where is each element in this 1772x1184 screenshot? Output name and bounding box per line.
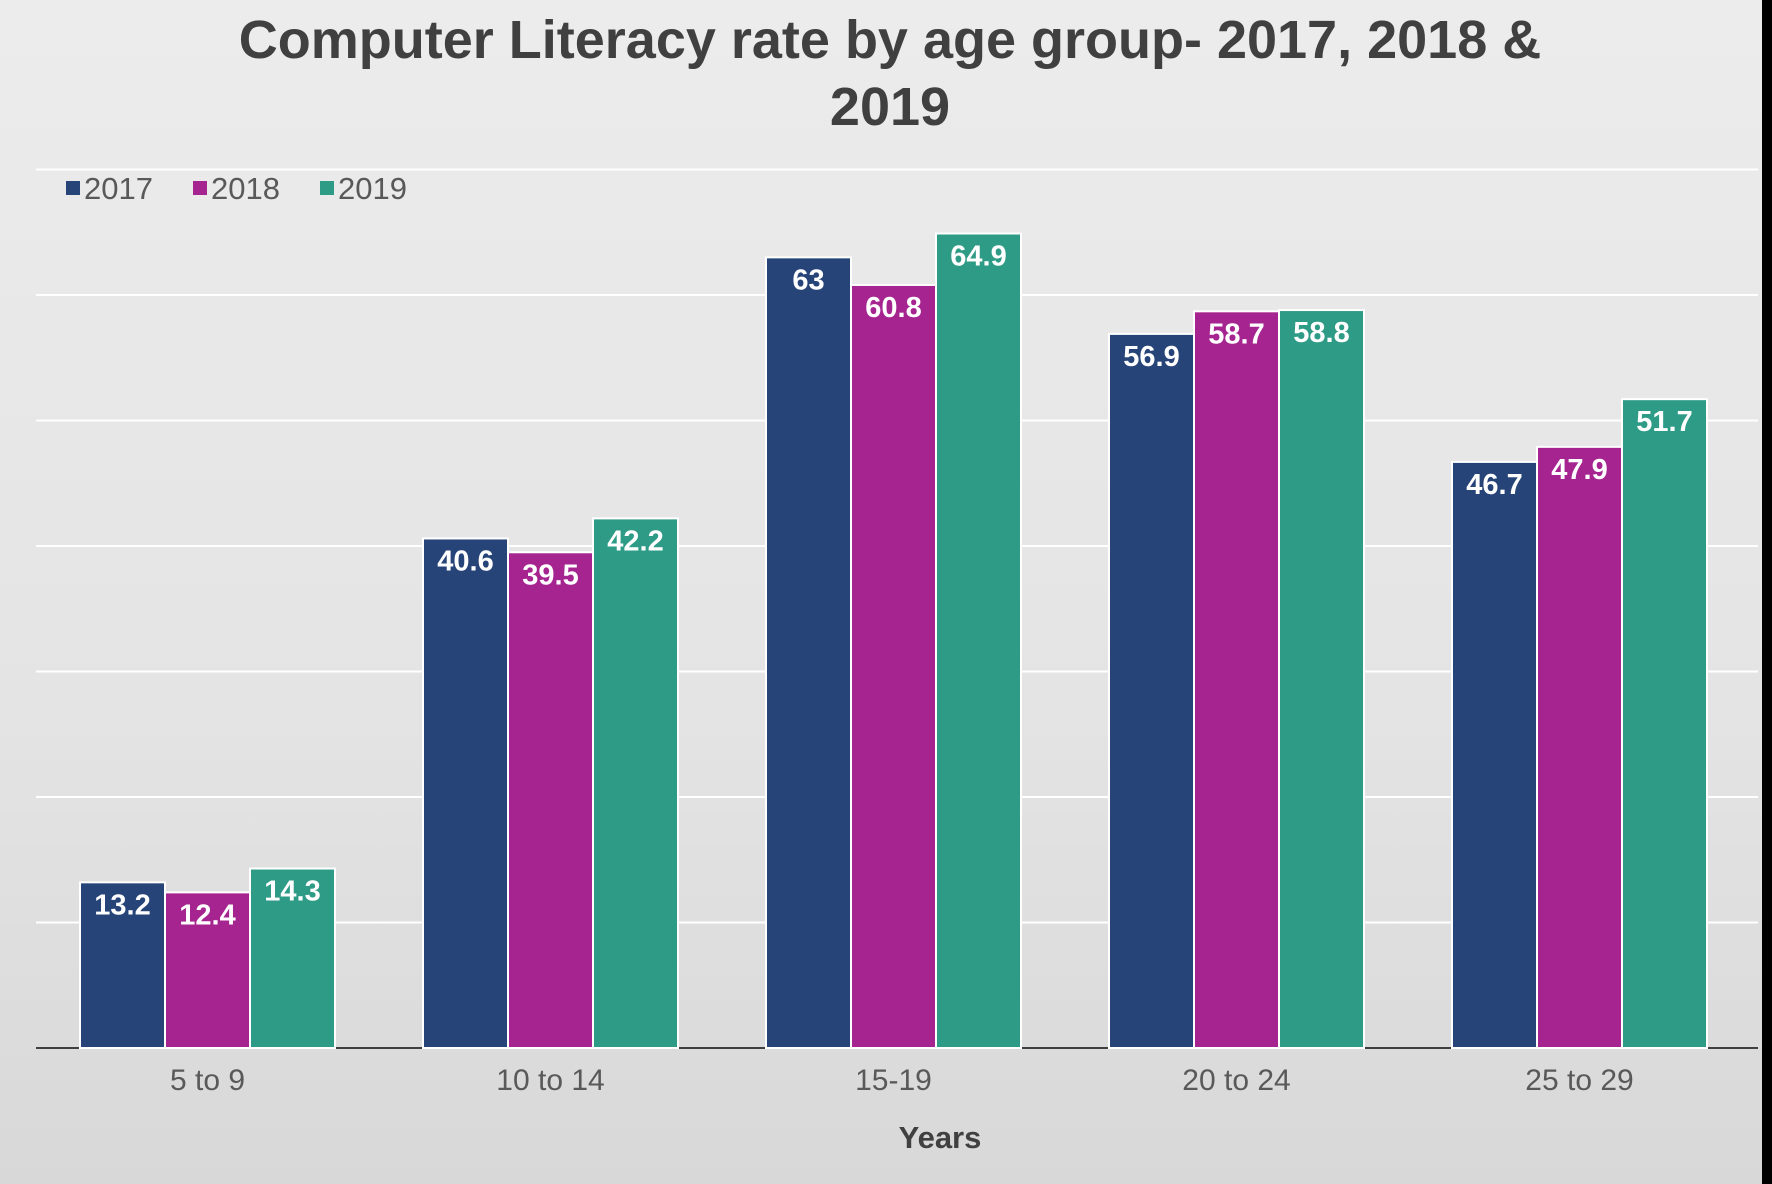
bar-2017-3 (1108, 332, 1195, 1049)
x-tick-label-1: 10 to 14 (496, 1064, 604, 1097)
data-label-2017-1: 40.6 (437, 545, 493, 577)
x-axis-title: Years (899, 1120, 982, 1155)
data-label-2018-4: 47.9 (1551, 454, 1607, 486)
x-tick-label-3: 20 to 24 (1182, 1064, 1290, 1097)
bar-2018-4 (1536, 445, 1623, 1050)
bar-2017-0 (79, 881, 166, 1050)
data-label-2019-1: 42.2 (607, 525, 663, 557)
data-label-2018-1: 39.5 (522, 559, 578, 591)
data-label-2019-2: 64.9 (950, 241, 1006, 273)
bar-2018-3 (1193, 310, 1280, 1049)
data-label-2017-4: 46.7 (1466, 469, 1522, 501)
data-label-2017-2: 63 (792, 264, 824, 296)
chart-title-line-2: 2019 (830, 77, 950, 137)
legend-label-2018: 2018 (211, 171, 280, 206)
bars (79, 232, 1708, 1050)
chart-title-line-1: Computer Literacy rate by age group- 201… (239, 10, 1541, 70)
legend-label-2017: 2017 (84, 171, 153, 206)
bar-2018-0 (164, 891, 251, 1049)
data-label-2019-0: 14.3 (264, 876, 320, 908)
bar-2019-2 (935, 232, 1022, 1049)
bar-2019-4 (1621, 398, 1708, 1050)
bar-2019-3 (1278, 309, 1365, 1049)
legend-swatch-2017 (66, 181, 80, 195)
bar-2017-2 (765, 256, 852, 1050)
data-label-2018-3: 58.7 (1208, 318, 1264, 350)
x-tick-label-0: 5 to 9 (170, 1064, 245, 1097)
bar-2018-1 (507, 551, 594, 1050)
data-label-2018-0: 12.4 (179, 899, 235, 931)
bar-2017-4 (1451, 460, 1538, 1050)
bar-2019-0 (249, 867, 336, 1049)
chart-title: Computer Literacy rate by age group- 201… (239, 10, 1541, 137)
legend-swatch-2019 (320, 181, 334, 195)
legend-label-2019: 2019 (338, 171, 407, 206)
legend-swatch-2018 (193, 181, 207, 195)
data-label-2019-4: 51.7 (1636, 406, 1692, 438)
data-labels: 13.2 12.4 14.3 40.6 39.5 42.2 63 60.8 64.9 56.9 58… (94, 241, 1692, 932)
data-label-2019-3: 58.8 (1293, 317, 1349, 349)
data-label-2018-2: 60.8 (865, 292, 921, 324)
x-tick-label-4: 25 to 29 (1525, 1064, 1633, 1097)
data-label-2017-3: 56.9 (1123, 341, 1179, 373)
bar-2018-2 (850, 283, 937, 1049)
x-axis: 5 to 9 10 to 14 15-19 20 to 24 25 to 29 (170, 1064, 1634, 1097)
bar-2019-1 (592, 517, 679, 1049)
data-label-2017-0: 13.2 (94, 889, 150, 921)
legend: 2017 2018 2019 (66, 171, 407, 206)
x-tick-label-2: 15-19 (855, 1064, 932, 1097)
bar-2017-1 (422, 537, 509, 1049)
